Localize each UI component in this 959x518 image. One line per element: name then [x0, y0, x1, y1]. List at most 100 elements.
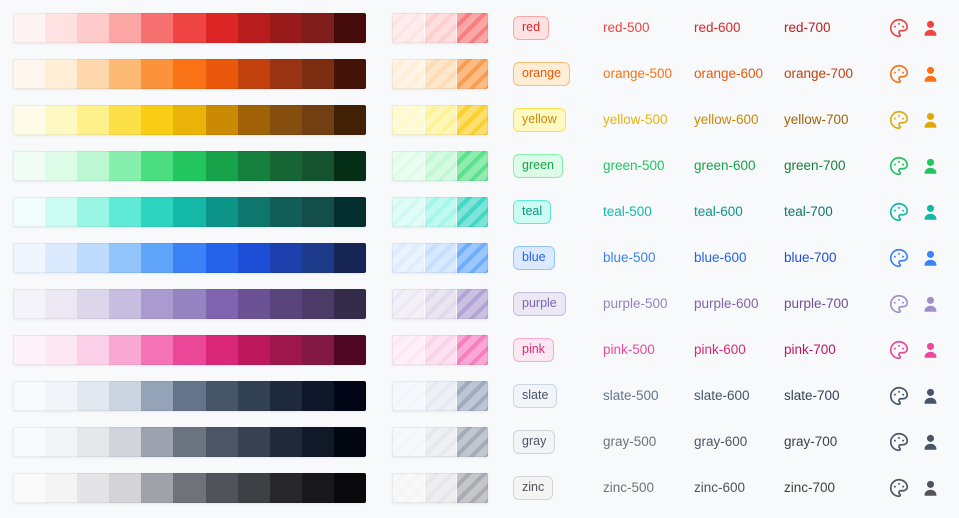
shade-label-700: gray-700 [784, 434, 838, 449]
shade-label-500: blue-500 [603, 250, 656, 265]
shade-swatch-600 [205, 335, 238, 365]
shade-swatch-600 [205, 289, 238, 319]
shade-swatch-200 [77, 473, 110, 503]
badge-column: zinc [513, 476, 603, 500]
shade-swatch-950 [333, 59, 367, 89]
shade-label-700: red-700 [784, 20, 831, 35]
striped-swatch-400 [456, 105, 488, 135]
shade-swatch-300 [109, 59, 142, 89]
shade-swatch-50 [13, 197, 46, 227]
striped-swatch-200 [424, 59, 456, 89]
shade-swatch-100 [45, 381, 78, 411]
shade-swatch-300 [109, 243, 142, 273]
shade-swatch-700 [237, 105, 270, 135]
striped-swatch-400 [456, 13, 488, 43]
shade-swatch-900 [301, 243, 334, 273]
striped-swatch-bar [392, 197, 488, 227]
shade-swatch-950 [333, 13, 367, 43]
striped-swatch-bar [392, 243, 488, 273]
shade-swatch-950 [333, 105, 367, 135]
color-name-badge: purple [513, 292, 566, 316]
striped-swatch-100 [392, 59, 424, 89]
color-name-badge: teal [513, 200, 552, 224]
color-name-badge: green [513, 154, 563, 178]
badge-column: yellow [513, 108, 603, 132]
shade-swatch-800 [269, 289, 302, 319]
shade-swatch-950 [333, 427, 367, 457]
shade-bar [13, 427, 367, 457]
striped-swatch-400 [456, 243, 488, 273]
shade-swatch-900 [301, 289, 334, 319]
shade-swatch-600 [205, 13, 238, 43]
shade-label-500: zinc-500 [603, 480, 655, 495]
person-icon [921, 203, 940, 222]
shade-swatch-300 [109, 473, 142, 503]
shade-swatch-900 [301, 151, 334, 181]
shade-swatch-100 [45, 243, 78, 273]
shade-swatch-800 [269, 151, 302, 181]
person-icon [921, 19, 940, 38]
shade-swatch-400 [141, 105, 174, 135]
shade-swatch-950 [333, 197, 367, 227]
shade-swatch-200 [77, 197, 110, 227]
shade-label-700: teal-700 [784, 204, 833, 219]
shade-swatch-200 [77, 289, 110, 319]
shade-swatch-600 [205, 243, 238, 273]
shade-swatch-600 [205, 381, 238, 411]
shade-label-700: orange-700 [784, 66, 854, 81]
badge-column: slate [513, 384, 603, 408]
color-name-badge: yellow [513, 108, 566, 132]
striped-swatch-400 [456, 473, 488, 503]
shade-swatch-600 [205, 473, 238, 503]
shade-swatch-700 [237, 427, 270, 457]
icon-preview-group [888, 247, 940, 269]
shade-label-500: gray-500 [603, 434, 657, 449]
shade-label-700: green-700 [784, 158, 846, 173]
shade-bar [13, 473, 367, 503]
shade-swatch-400 [141, 13, 174, 43]
color-row-pink: pink pink-500 pink-600 pink-700 [13, 335, 959, 365]
striped-swatch-bar [392, 381, 488, 411]
shade-swatch-950 [333, 381, 367, 411]
striped-swatch-200 [424, 473, 456, 503]
color-row-blue: blue blue-500 blue-600 blue-700 [13, 243, 959, 273]
striped-swatch-100 [392, 427, 424, 457]
striped-swatch-400 [456, 59, 488, 89]
shade-label-500: green-500 [603, 158, 665, 173]
color-name-badge: zinc [513, 476, 554, 500]
shade-swatch-300 [109, 289, 142, 319]
shade-label-600: yellow-600 [694, 112, 759, 127]
striped-swatch-400 [456, 427, 488, 457]
striped-swatch-100 [392, 289, 424, 319]
shade-swatch-500 [173, 59, 206, 89]
badge-column: pink [513, 338, 603, 362]
badge-column: blue [513, 246, 603, 270]
shade-bar [13, 59, 367, 89]
shade-swatch-700 [237, 243, 270, 273]
shade-swatch-400 [141, 335, 174, 365]
shade-bar [13, 289, 367, 319]
shade-swatch-100 [45, 59, 78, 89]
color-row-orange: orange orange-500 orange-600 orange-700 [13, 59, 959, 89]
shade-bar [13, 335, 367, 365]
striped-swatch-200 [424, 197, 456, 227]
striped-swatch-200 [424, 427, 456, 457]
shade-swatch-950 [333, 243, 367, 273]
striped-swatch-200 [424, 105, 456, 135]
shade-swatch-900 [301, 335, 334, 365]
striped-swatch-bar [392, 151, 488, 181]
icon-preview-group [888, 293, 940, 315]
shade-swatch-900 [301, 197, 334, 227]
striped-swatch-100 [392, 473, 424, 503]
shade-label-600: blue-600 [694, 250, 747, 265]
shade-swatch-800 [269, 473, 302, 503]
shade-swatch-500 [173, 289, 206, 319]
shade-swatch-300 [109, 335, 142, 365]
icon-preview-group [888, 201, 940, 223]
person-icon [921, 157, 940, 176]
palette-icon [888, 431, 910, 453]
striped-swatch-100 [392, 151, 424, 181]
shade-swatch-300 [109, 427, 142, 457]
shade-swatch-600 [205, 59, 238, 89]
shade-swatch-100 [45, 335, 78, 365]
